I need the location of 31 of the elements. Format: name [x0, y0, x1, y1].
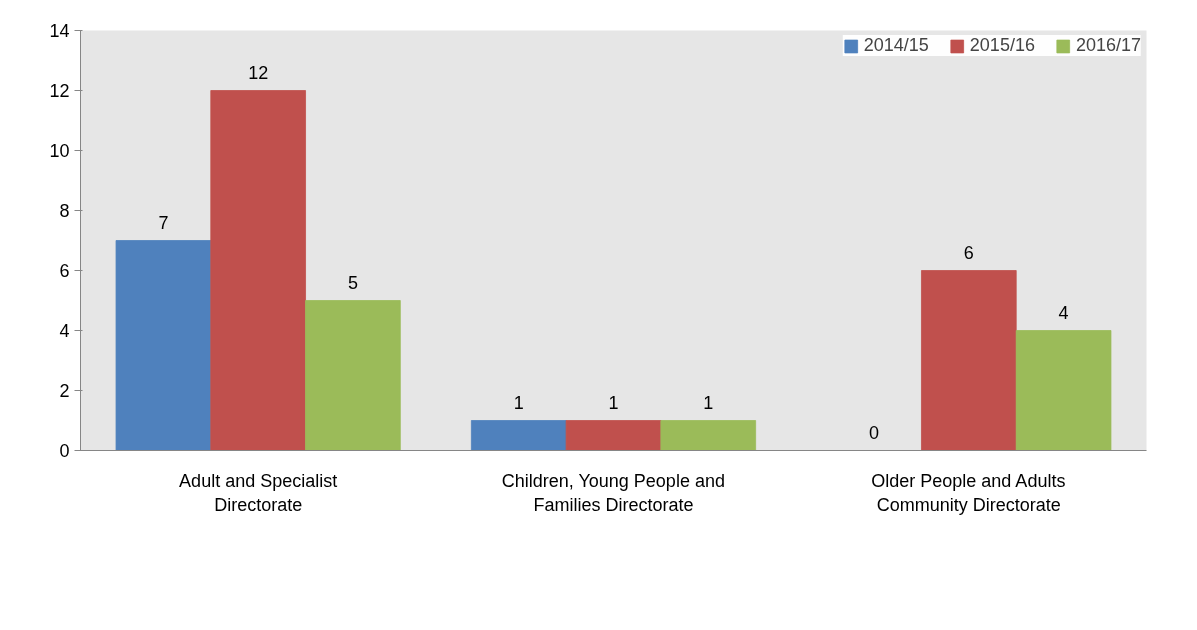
data-label: 1	[608, 392, 619, 413]
x-tick-label: Adult and Specialist Directorate	[179, 470, 338, 515]
y-tick-label: 2	[59, 381, 70, 401]
x-tick-label: Children, Young People and Families Directorate	[501, 470, 725, 515]
bar	[210, 90, 306, 451]
data-label: 5	[347, 272, 358, 293]
data-label: 1	[513, 392, 524, 413]
legend-label: 2014/15	[863, 35, 929, 56]
bar	[115, 240, 212, 451]
data-label: 12	[248, 62, 269, 83]
bar	[305, 300, 401, 451]
bar	[565, 420, 662, 451]
bar	[660, 420, 757, 451]
y-tick-label: 4	[59, 321, 70, 341]
bar	[470, 420, 567, 451]
legend-label: 2016/17	[1075, 35, 1141, 56]
bar	[921, 270, 1017, 451]
data-label: 6	[963, 242, 974, 263]
y-tick-label: 0	[59, 441, 70, 461]
y-tick-label: 6	[59, 261, 70, 281]
data-label: 1	[703, 392, 714, 413]
y-tick-label: 10	[49, 141, 70, 161]
y-tick-label: 14	[49, 21, 70, 41]
y-tick-label: 8	[59, 201, 70, 221]
data-label: 0	[869, 422, 880, 443]
data-label: 7	[158, 212, 169, 233]
bar	[1015, 330, 1112, 451]
legend-label: 2015/16	[969, 35, 1035, 56]
data-label: 4	[1058, 302, 1069, 323]
y-tick-label: 12	[49, 81, 70, 101]
x-tick-label: Older People and Adults Community Directorate	[871, 470, 1066, 515]
